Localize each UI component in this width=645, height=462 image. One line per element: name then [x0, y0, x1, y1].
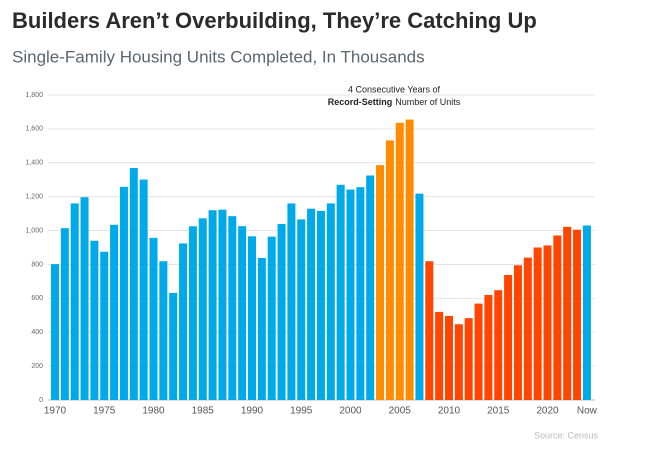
bar: [267, 236, 276, 400]
bar: [277, 223, 286, 400]
bar: [208, 210, 217, 400]
bar: [405, 119, 414, 400]
bar: [90, 240, 99, 400]
bar: [110, 224, 119, 400]
bar: [415, 193, 424, 400]
bar: [80, 197, 89, 400]
bar: [149, 237, 158, 400]
bar: [563, 226, 572, 400]
y-tick-label: 0: [39, 397, 43, 404]
y-tick-label: 1,000: [25, 227, 43, 234]
x-tick-label: 1990: [241, 406, 264, 417]
y-tick-label: 800: [31, 261, 43, 268]
bar: [464, 318, 473, 400]
bar: [129, 168, 138, 400]
bar: [179, 243, 188, 400]
x-tick-label: 1980: [142, 406, 165, 417]
bar: [356, 187, 365, 400]
y-tick-label: 600: [31, 295, 43, 302]
bar: [51, 264, 59, 400]
bar: [543, 245, 552, 400]
y-tick-label: 1,800: [25, 92, 43, 99]
bar: [454, 324, 463, 400]
bar: [100, 251, 109, 400]
bar: [297, 219, 306, 400]
bar: [523, 257, 532, 400]
bar: [385, 140, 394, 400]
bar: [316, 210, 325, 400]
bar: [238, 226, 247, 400]
y-tick-label: 200: [31, 363, 43, 370]
y-tick-label: 1,600: [25, 126, 43, 133]
bar: [218, 209, 227, 400]
x-tick-label: 1975: [93, 406, 116, 417]
bar: [435, 311, 444, 400]
bar: [533, 247, 542, 400]
bar: [287, 203, 296, 400]
x-tick-label: 1985: [192, 406, 215, 417]
bar: [159, 261, 168, 400]
bar: [60, 228, 69, 400]
bar: [395, 122, 404, 401]
bar: [198, 218, 207, 400]
bar: [504, 274, 513, 400]
bar: [307, 208, 316, 400]
bar: [553, 235, 562, 400]
x-tick-label: 2005: [389, 406, 412, 417]
y-tick-label: 400: [31, 329, 43, 336]
bar: [346, 189, 355, 400]
bar: [228, 216, 237, 400]
bar: [366, 175, 375, 400]
x-tick-label: 2020: [536, 406, 559, 417]
bar: [425, 261, 434, 400]
chart-subtitle: Single-Family Housing Units Completed, I…: [12, 47, 425, 66]
annotation: Record-Setting Number of Units: [328, 97, 461, 107]
bar: [326, 203, 335, 400]
bar: [248, 236, 256, 400]
y-tick-label: 1,400: [25, 160, 43, 167]
bar: [445, 315, 453, 400]
x-tick-label: 2010: [438, 406, 461, 417]
annotation: 4 Consecutive Years of: [348, 84, 441, 94]
bar: [188, 226, 197, 400]
annotation-bold: Record-Setting: [328, 97, 393, 107]
bar: [376, 165, 385, 400]
x-tick-label: 2000: [339, 406, 362, 417]
bar: [257, 258, 266, 400]
bar: [169, 292, 178, 400]
bar: [513, 265, 522, 400]
bar: [484, 294, 493, 400]
y-tick-label: 1,200: [25, 194, 43, 201]
x-tick-label: 1995: [290, 406, 313, 417]
bar: [474, 303, 483, 400]
annotation-rest: Number of Units: [395, 97, 461, 107]
x-tick-label: Now: [577, 406, 598, 417]
source: Source: Census: [534, 430, 599, 440]
bar: [139, 179, 148, 400]
bar: [573, 229, 582, 400]
bar: [336, 184, 345, 400]
bar: [70, 203, 79, 400]
chart-title: Builders Aren’t Overbuilding, They’re Ca…: [12, 8, 537, 33]
bar: [582, 225, 591, 400]
bar: [119, 186, 128, 400]
bar: [494, 290, 503, 400]
x-tick-label: 2015: [487, 406, 510, 417]
x-tick-label: 1970: [44, 406, 67, 417]
